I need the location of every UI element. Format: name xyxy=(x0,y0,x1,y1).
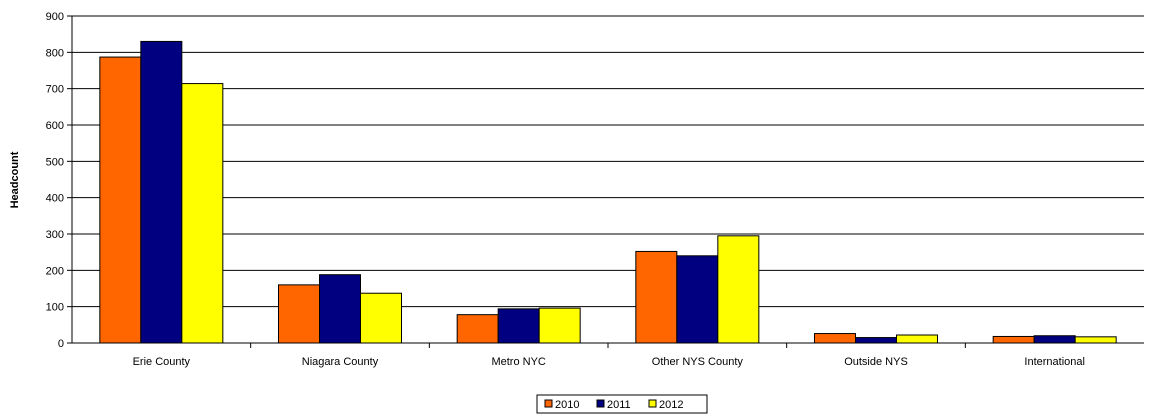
y-axis-label: Headcount xyxy=(9,151,21,208)
bar-2012-outside-nys xyxy=(896,334,938,344)
legend-swatch-2010 xyxy=(544,399,553,408)
x-tick-label: International xyxy=(1024,356,1085,368)
bar-2010-other-nys-county xyxy=(635,250,678,344)
y-tick-label: 700 xyxy=(46,84,64,96)
bar-2012-international xyxy=(1074,336,1117,344)
bars xyxy=(99,40,1117,344)
axes xyxy=(71,16,1144,348)
y-tick-label: 800 xyxy=(46,47,64,59)
x-tick-labels: Erie County Niagara County Metro NYC Other … xyxy=(133,356,1085,368)
x-tick-label: Niagara County xyxy=(302,356,379,368)
legend-swatch-2012 xyxy=(648,399,657,408)
bar-2011-other-nys-county xyxy=(676,255,719,344)
y-tick-label: 300 xyxy=(46,229,64,241)
bar-2012-other-nys-county xyxy=(717,235,760,344)
bar-2010-niagara-county xyxy=(278,284,320,344)
bar-2011-erie-county xyxy=(140,40,183,344)
bar-2012-metro-nyc xyxy=(538,307,581,344)
gridlines xyxy=(67,15,1144,344)
x-tick-label: Outside NYS xyxy=(844,356,908,368)
bar-2011-international xyxy=(1033,335,1076,344)
x-tick-label: Other NYS County xyxy=(652,356,744,368)
bar-2011-metro-nyc xyxy=(497,308,540,344)
x-tick-label: Erie County xyxy=(133,356,191,368)
y-tick-label: 500 xyxy=(46,156,64,168)
bar-2010-international xyxy=(992,335,1035,344)
y-tick-label: 400 xyxy=(46,193,64,205)
y-tick-label: 600 xyxy=(46,120,64,132)
bar-2010-metro-nyc xyxy=(456,314,499,344)
y-tick-label: 100 xyxy=(46,302,64,314)
bar-2010-erie-county xyxy=(99,56,142,344)
bar-2010-outside-nys xyxy=(814,333,856,344)
legend-swatch-2011 xyxy=(596,399,605,408)
legend: 2010 2011 2012 xyxy=(536,394,708,414)
legend-label-2010: 2010 xyxy=(555,399,579,411)
bar-2012-niagara-county xyxy=(360,292,402,344)
x-tick-label: Metro NYC xyxy=(491,356,545,368)
bar-2011-outside-nys xyxy=(855,337,897,344)
legend-label-2012: 2012 xyxy=(659,399,683,411)
y-tick-labels: 0 100 200 300 400 500 600 700 800 900 xyxy=(46,11,64,350)
legend-label-2011: 2011 xyxy=(607,399,631,411)
bar-2012-erie-county xyxy=(181,83,224,344)
bar-2011-niagara-county xyxy=(319,274,361,344)
y-tick-label: 0 xyxy=(58,338,64,350)
y-tick-label: 900 xyxy=(46,11,64,23)
y-tick-label: 200 xyxy=(46,265,64,277)
legend-box xyxy=(536,394,708,414)
